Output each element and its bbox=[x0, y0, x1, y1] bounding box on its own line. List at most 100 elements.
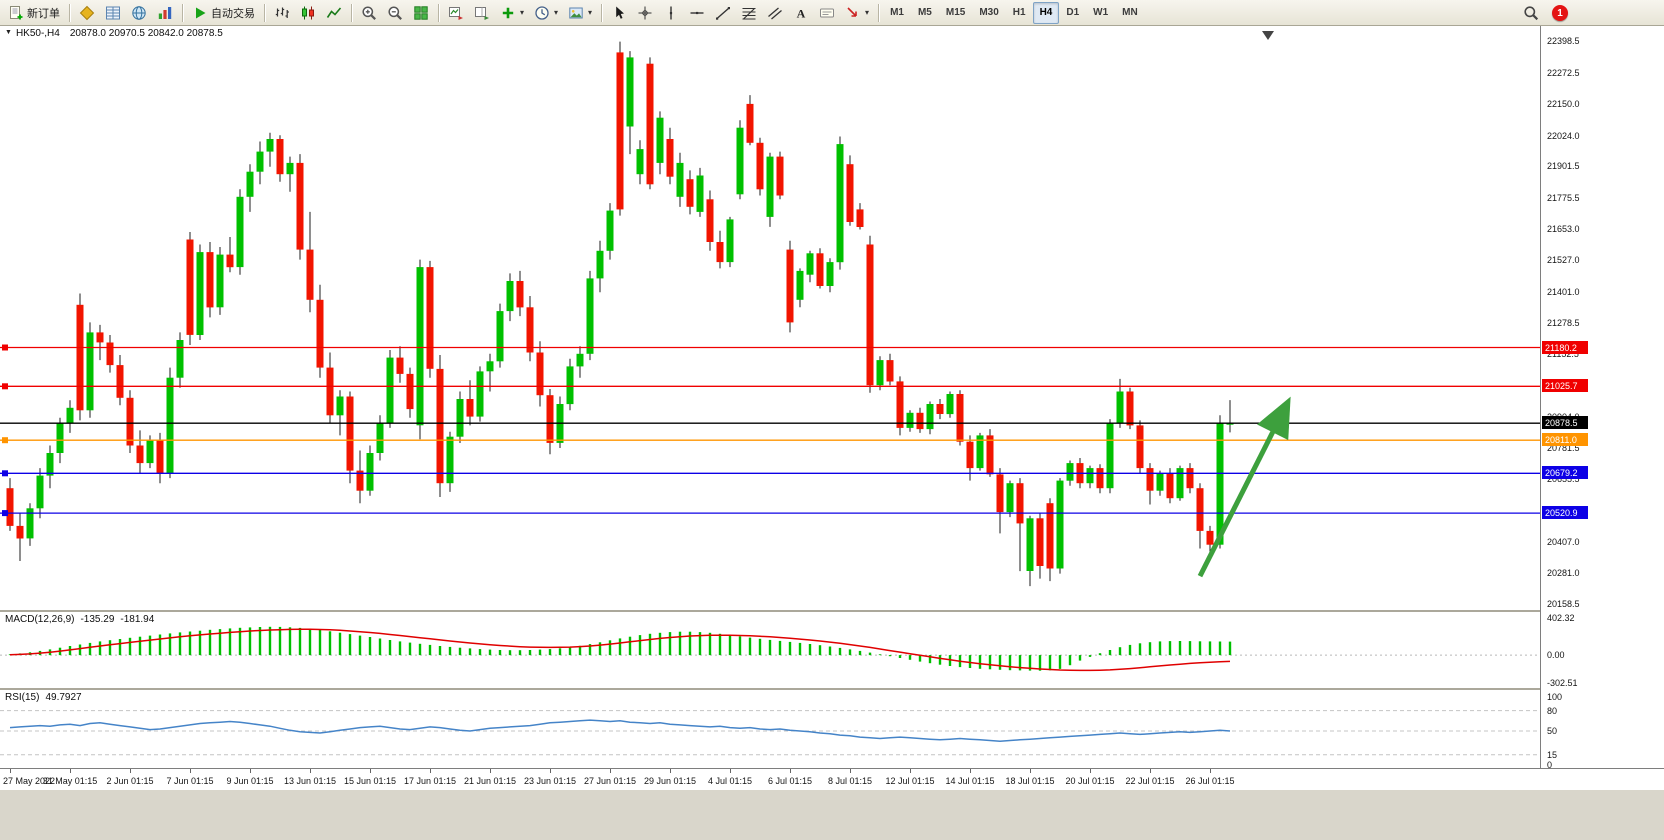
price-axis-label: 21527.0 bbox=[1547, 255, 1580, 266]
toolbar-separator bbox=[438, 3, 439, 22]
timeframe-m5-button-label: M5 bbox=[917, 7, 932, 18]
timeframe-m15-button[interactable]: M15 bbox=[939, 2, 972, 24]
trend-arrow[interactable] bbox=[1197, 396, 1291, 578]
zoom-out-button[interactable] bbox=[382, 2, 408, 24]
profiles-button[interactable] bbox=[74, 2, 100, 24]
price-axis-label: 21152.5 bbox=[1547, 349, 1579, 360]
timeframe-mn-button[interactable]: MN bbox=[1115, 2, 1145, 24]
collapse-arrow-icon[interactable]: ▼ bbox=[5, 29, 12, 36]
channel-button[interactable] bbox=[762, 2, 788, 24]
timeframe-m5-button[interactable]: M5 bbox=[911, 2, 939, 24]
level-handle[interactable] bbox=[2, 510, 8, 517]
indicators-button[interactable]: ▾ bbox=[495, 2, 529, 24]
auto-trading-button[interactable]: 自动交易 bbox=[187, 2, 260, 24]
shapes-button[interactable]: ▾ bbox=[840, 2, 874, 24]
level-handle[interactable] bbox=[2, 344, 8, 351]
rsi-axis-label: 0 bbox=[1547, 760, 1553, 770]
time-axis-label: 8 Jul 01:15 bbox=[827, 776, 873, 786]
symbol-period-label: HK50-,H4 bbox=[15, 28, 60, 39]
toolbar-right: 1 bbox=[1518, 0, 1568, 26]
new-order-button[interactable]: 新订单 bbox=[3, 2, 65, 24]
macd-axis-label: -302.51 bbox=[1547, 677, 1578, 688]
pane-splitter[interactable] bbox=[0, 610, 1664, 612]
time-axis-label: 31 May 01:15 bbox=[42, 776, 98, 786]
notification-badge[interactable]: 1 bbox=[1552, 5, 1568, 21]
horizontal-line-button[interactable] bbox=[684, 2, 710, 24]
chart-shift-marker[interactable] bbox=[1262, 31, 1274, 40]
rsi-label: RSI(15) 49.7927 bbox=[5, 692, 82, 703]
hline-icon bbox=[689, 5, 705, 21]
rsi-pane[interactable]: RSI(15) 49.7927 bbox=[0, 690, 1540, 768]
rsi-value: 49.7927 bbox=[45, 692, 82, 703]
price-axis-label: 21775.5 bbox=[1547, 192, 1580, 203]
fibo-icon bbox=[741, 5, 757, 21]
time-axis-label: 29 Jun 01:15 bbox=[643, 776, 697, 786]
clock-icon bbox=[534, 5, 550, 21]
rsi-axis-label: 15 bbox=[1547, 749, 1558, 760]
vertical-line-button[interactable] bbox=[658, 2, 684, 24]
timeframe-d1-button[interactable]: D1 bbox=[1059, 2, 1086, 24]
search-button[interactable] bbox=[1518, 2, 1544, 24]
candlestick-chart-button[interactable] bbox=[295, 2, 321, 24]
zoom-out-icon bbox=[387, 5, 403, 21]
time-axis[interactable]: 27 May 2022 31 May 01:15 2 Jun 01:15 7 Jun … bbox=[0, 768, 1664, 790]
macd-label: MACD(12,26,9) -135.29 -181.94 bbox=[5, 614, 154, 625]
periods-button[interactable]: ▾ bbox=[529, 2, 563, 24]
svg-text:A: A bbox=[797, 6, 806, 20]
templates-button[interactable]: ▾ bbox=[563, 2, 597, 24]
bar-chart-button[interactable] bbox=[269, 2, 295, 24]
tile-windows-button[interactable] bbox=[408, 2, 434, 24]
timeframe-d1-button-label: D1 bbox=[1066, 7, 1080, 18]
macd-chart bbox=[0, 626, 1540, 672]
toolbar-separator bbox=[878, 3, 880, 22]
chart-shift-button[interactable] bbox=[469, 2, 495, 24]
price-axis-label: 20655.5 bbox=[1547, 474, 1580, 485]
navigator-button[interactable] bbox=[126, 2, 152, 24]
terminal-button[interactable] bbox=[152, 2, 178, 24]
line-chart-button[interactable] bbox=[321, 2, 347, 24]
time-tick bbox=[250, 769, 251, 773]
new-order-button-label: 新订单 bbox=[27, 7, 60, 20]
macd-pane[interactable]: MACD(12,26,9) -135.29 -181.94 bbox=[0, 612, 1540, 688]
dropdown-caret-icon: ▾ bbox=[520, 8, 525, 17]
time-axis-label: 14 Jul 01:15 bbox=[945, 776, 995, 786]
rsi-name: RSI(15) bbox=[5, 692, 40, 703]
crosshair-button[interactable] bbox=[632, 2, 658, 24]
tile-icon bbox=[413, 5, 429, 21]
trendline-button[interactable] bbox=[710, 2, 736, 24]
timeframe-m1-button-label: M1 bbox=[890, 7, 904, 18]
level-handle[interactable] bbox=[2, 470, 8, 477]
timeframe-h1-button[interactable]: H1 bbox=[1006, 2, 1033, 24]
play-icon bbox=[192, 5, 208, 21]
time-axis-label: 27 May 2022 bbox=[3, 776, 56, 786]
timeframe-m1-button[interactable]: M1 bbox=[883, 2, 911, 24]
level-handle[interactable] bbox=[2, 437, 8, 444]
level-handle[interactable] bbox=[2, 383, 8, 390]
zoom-in-button[interactable] bbox=[356, 2, 382, 24]
vline-icon bbox=[663, 5, 679, 21]
cursor-button[interactable] bbox=[606, 2, 632, 24]
label-button[interactable] bbox=[814, 2, 840, 24]
main-chart-pane[interactable]: ▼ HK50-,H4 20878.0 20970.5 20842.0 20878.5 bbox=[0, 26, 1540, 610]
ohlc-values: 20878.0 20970.5 20842.0 20878.5 bbox=[69, 28, 223, 39]
time-tick bbox=[1090, 769, 1091, 773]
time-axis-label: 23 Jun 01:15 bbox=[523, 776, 577, 786]
price-badge-21025.7: 21025.7 bbox=[1542, 379, 1588, 393]
timeframe-h4-button[interactable]: H4 bbox=[1032, 1, 1060, 24]
candlestick-chart[interactable] bbox=[0, 26, 1540, 610]
pane-splitter[interactable] bbox=[0, 688, 1664, 690]
price-axis[interactable]: 22398.5 22272.5 22150.0 22024.0 21901.5 21775… bbox=[1540, 26, 1664, 770]
market-watch-button[interactable] bbox=[100, 2, 126, 24]
price-axis-label: 21901.5 bbox=[1547, 161, 1580, 172]
timeframe-m30-button[interactable]: M30 bbox=[972, 2, 1005, 24]
text-button[interactable]: A bbox=[788, 2, 814, 24]
profiles-icon bbox=[79, 5, 95, 21]
time-axis-label: 18 Jul 01:15 bbox=[1005, 776, 1055, 786]
timeframe-w1-button[interactable]: W1 bbox=[1086, 2, 1115, 24]
cursor-icon bbox=[611, 5, 627, 21]
candles-icon bbox=[300, 5, 316, 21]
timeframe-m15-button-label: M15 bbox=[945, 7, 966, 18]
auto-scroll-button[interactable] bbox=[443, 2, 469, 24]
fibonacci-button[interactable] bbox=[736, 2, 762, 24]
macd-histogram bbox=[8, 626, 1232, 671]
